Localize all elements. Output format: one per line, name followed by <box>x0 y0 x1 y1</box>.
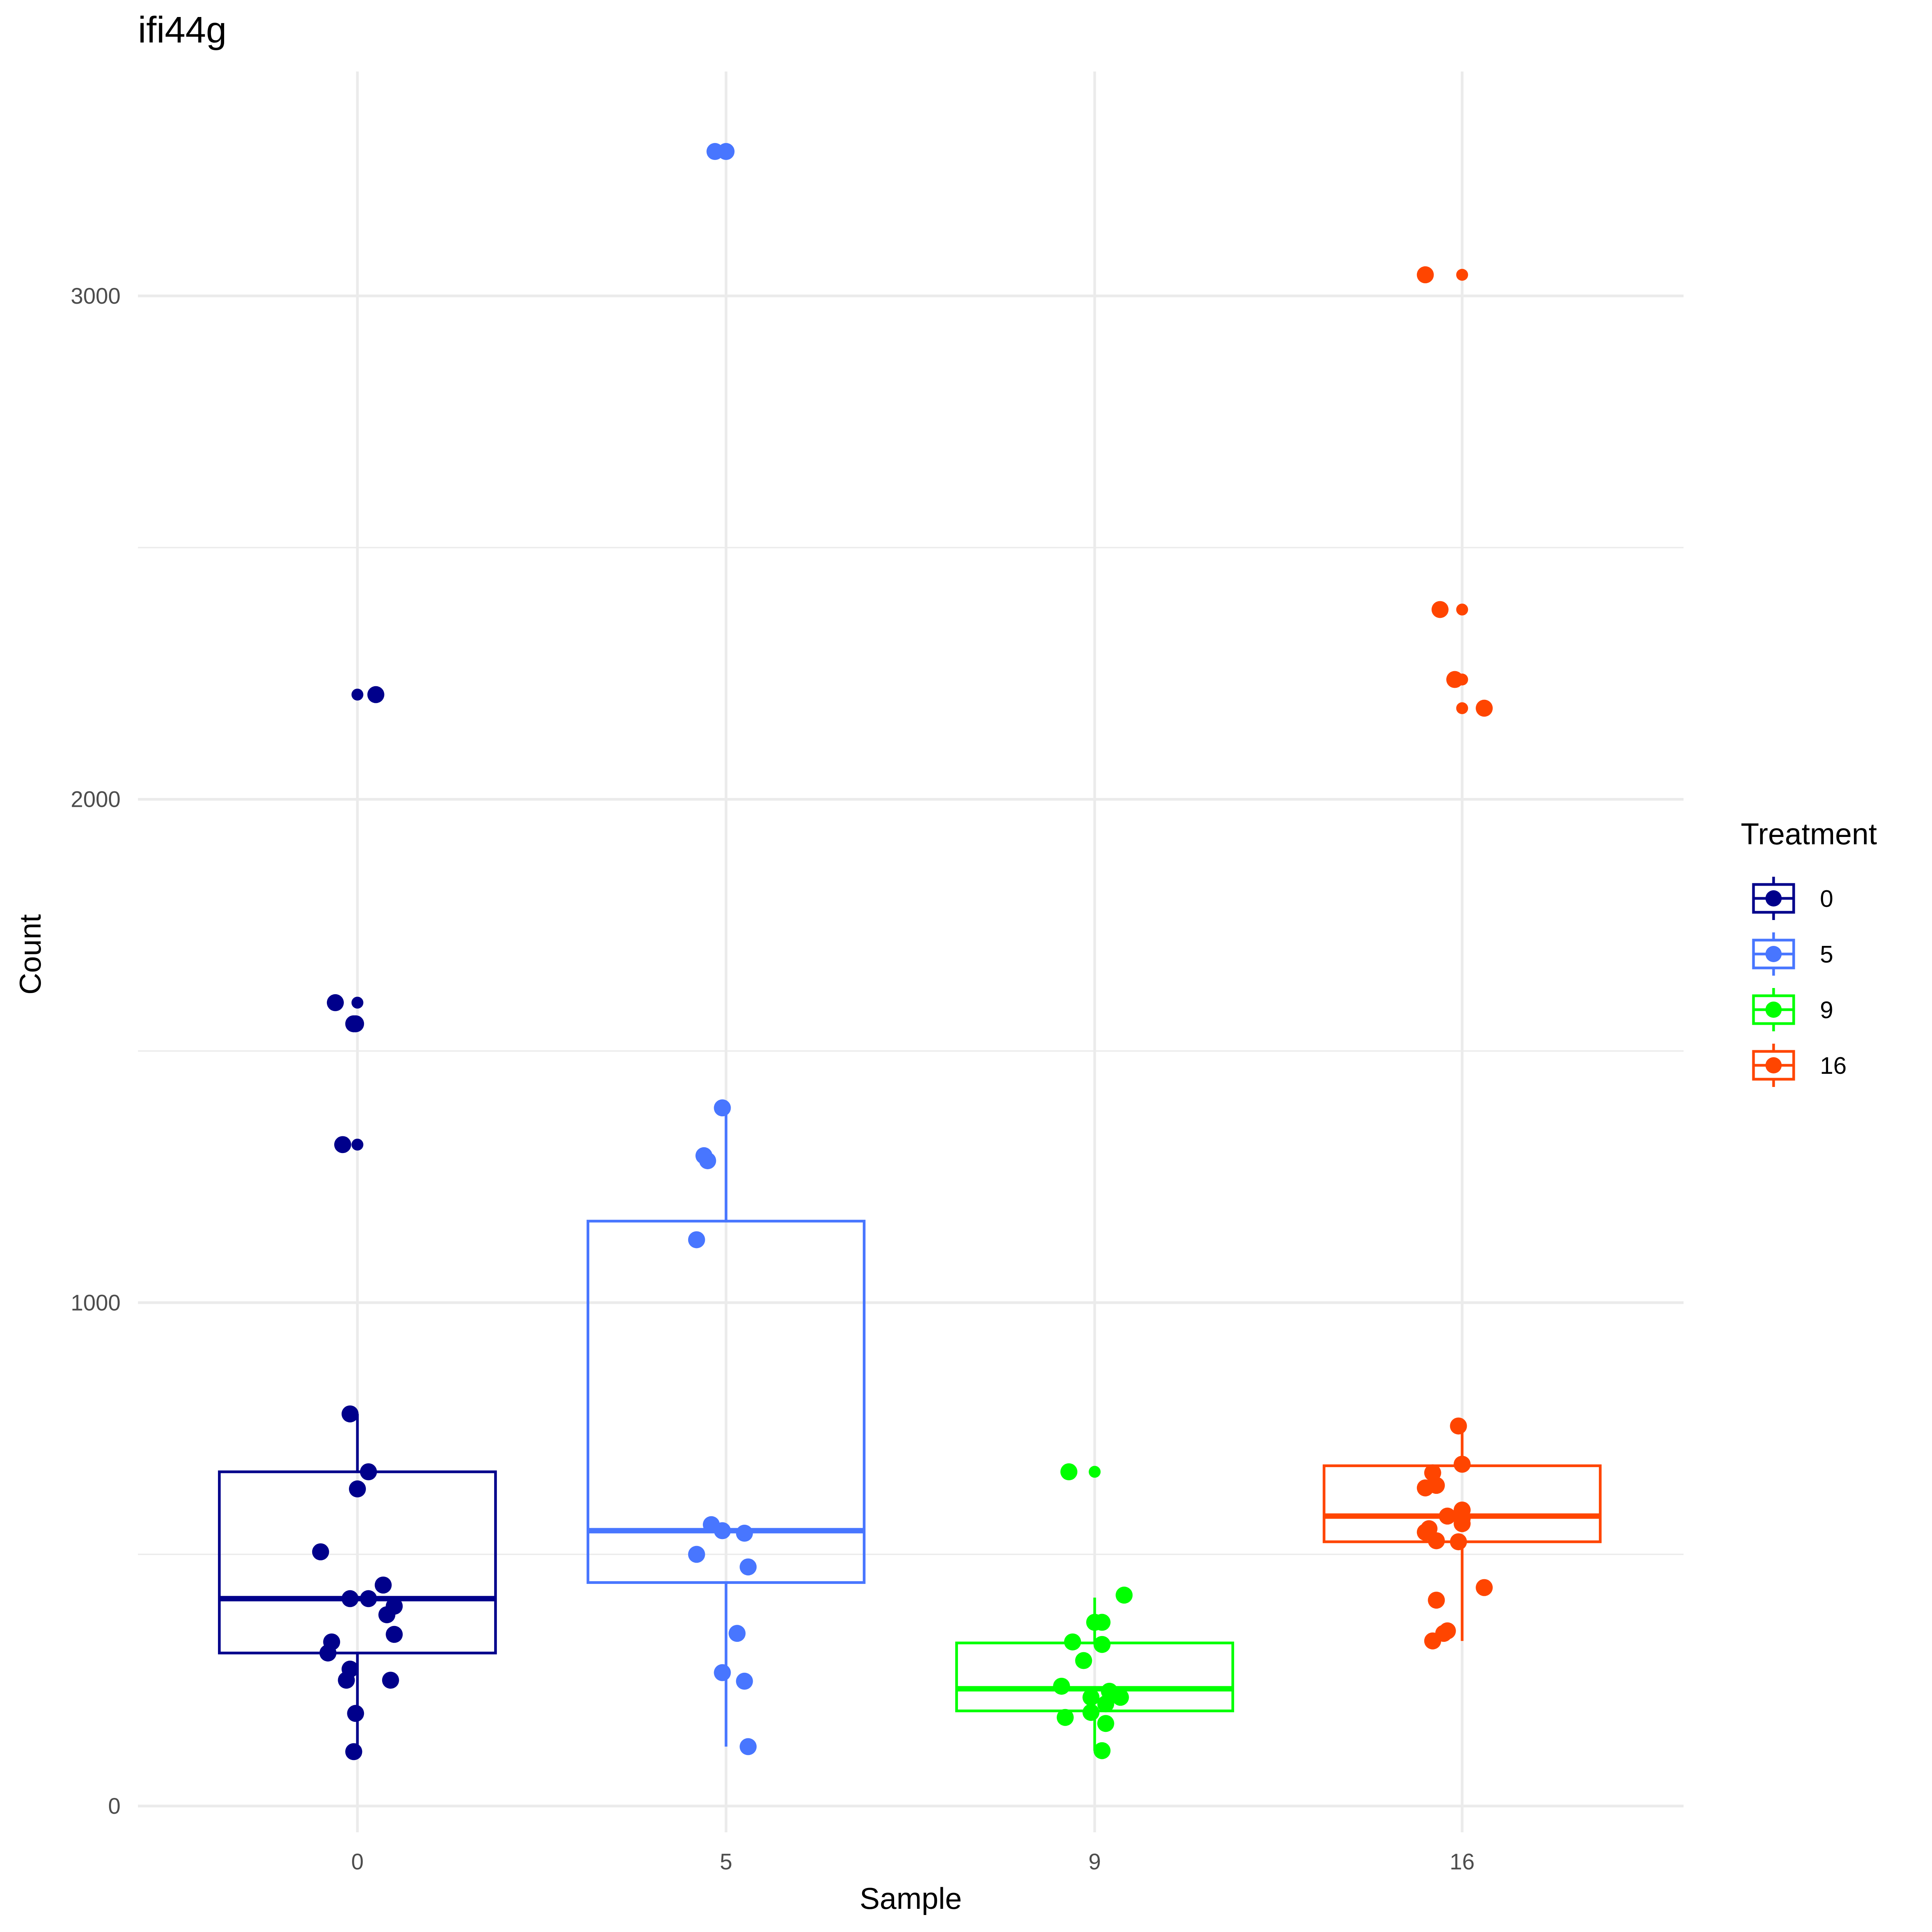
legend-point-icon <box>1765 946 1782 962</box>
data-point <box>382 1672 399 1689</box>
data-point <box>360 1463 377 1481</box>
y-tick-label: 3000 <box>71 284 121 309</box>
legend-entry-9: 9 <box>1752 988 1833 1031</box>
data-point <box>341 1405 359 1423</box>
data-point <box>718 143 735 160</box>
data-point <box>334 1136 351 1153</box>
data-point <box>699 1152 716 1169</box>
data-point <box>1064 1633 1081 1651</box>
data-point <box>1417 1479 1434 1497</box>
data-point <box>1476 699 1493 717</box>
data-point <box>688 1546 705 1563</box>
data-point <box>351 689 364 701</box>
data-point <box>1428 1592 1445 1609</box>
data-point <box>740 1738 757 1755</box>
box-iqr <box>218 1470 497 1655</box>
grid-lines <box>138 71 1684 1832</box>
legend-entry-16: 16 <box>1752 1044 1847 1087</box>
data-point <box>1439 1507 1456 1525</box>
data-point <box>1456 604 1468 616</box>
data-point <box>1454 1456 1471 1473</box>
data-point <box>1428 1532 1445 1549</box>
data-point <box>374 1577 392 1594</box>
data-point <box>688 1231 705 1248</box>
data-point <box>1417 266 1434 284</box>
data-point <box>1094 1614 1111 1631</box>
legend-entry-0: 0 <box>1752 877 1833 920</box>
legend-point-icon <box>1765 1002 1782 1018</box>
x-tick-label: 16 <box>1450 1849 1475 1874</box>
y-tick-labels: 0 1000 2000 3000 <box>71 284 121 1819</box>
data-point <box>1456 702 1468 714</box>
x-tick-label: 5 <box>720 1849 732 1874</box>
data-point <box>360 1590 377 1607</box>
legend: Treatment 0 5 9 16 <box>1741 817 1877 1087</box>
data-point <box>1112 1689 1129 1706</box>
legend-label: 5 <box>1820 941 1833 968</box>
data-point <box>1082 1704 1100 1721</box>
data-point <box>1053 1677 1070 1695</box>
data-point <box>714 1522 731 1539</box>
data-point <box>714 1664 731 1681</box>
data-point <box>1060 1463 1078 1481</box>
x-tick-labels: 0 5 9 16 <box>351 1849 1475 1874</box>
data-point <box>1456 269 1468 281</box>
legend-entry-5: 5 <box>1752 932 1833 976</box>
x-tick-label: 9 <box>1088 1849 1101 1874</box>
chart-title: ifi44g <box>138 9 227 51</box>
y-tick-label: 0 <box>108 1794 121 1819</box>
data-point <box>1431 601 1449 618</box>
data-point <box>736 1672 753 1690</box>
data-point <box>1097 1695 1114 1713</box>
legend-point-icon <box>1765 890 1782 906</box>
data-point <box>323 1633 340 1651</box>
data-point <box>347 1705 364 1722</box>
data-point <box>736 1524 753 1542</box>
data-point <box>1454 1515 1471 1532</box>
data-point <box>1450 1417 1467 1435</box>
y-tick-label: 1000 <box>71 1290 121 1315</box>
box-iqr <box>587 1219 866 1584</box>
legend-label: 16 <box>1820 1053 1847 1079</box>
data-point <box>740 1558 757 1576</box>
data-point <box>367 686 384 703</box>
legend-label: 0 <box>1820 886 1833 912</box>
x-tick-label: 0 <box>351 1849 364 1874</box>
legend-label: 9 <box>1820 997 1833 1024</box>
data-point <box>347 1015 364 1032</box>
data-point <box>728 1625 746 1642</box>
data-point <box>312 1543 329 1561</box>
y-tick-label: 2000 <box>71 787 121 812</box>
data-point <box>338 1672 355 1689</box>
data-point <box>1082 1689 1100 1706</box>
data-point <box>1075 1652 1092 1669</box>
data-point <box>1476 1579 1493 1596</box>
data-point <box>378 1606 396 1623</box>
legend-point-icon <box>1765 1057 1782 1073</box>
data-point <box>1094 1636 1111 1653</box>
data-point <box>714 1099 731 1117</box>
data-point <box>1424 1632 1441 1650</box>
data-point <box>1116 1587 1133 1604</box>
data-point <box>1094 1742 1111 1759</box>
data-point <box>1456 673 1468 685</box>
legend-title: Treatment <box>1741 817 1877 851</box>
data-point <box>1088 1466 1101 1478</box>
data-point <box>351 997 364 1009</box>
data-points <box>312 143 1493 1760</box>
x-axis-title: Sample <box>860 1881 962 1915</box>
data-point <box>386 1626 403 1643</box>
data-point <box>351 1138 364 1151</box>
data-point <box>1097 1715 1114 1732</box>
data-point <box>327 994 344 1011</box>
data-point <box>1056 1709 1074 1726</box>
data-point <box>341 1590 359 1607</box>
boxplots <box>218 1108 1602 1752</box>
y-axis-title: Count <box>13 914 47 995</box>
data-point <box>1450 1533 1467 1551</box>
data-point <box>345 1743 362 1760</box>
data-point <box>349 1480 366 1498</box>
